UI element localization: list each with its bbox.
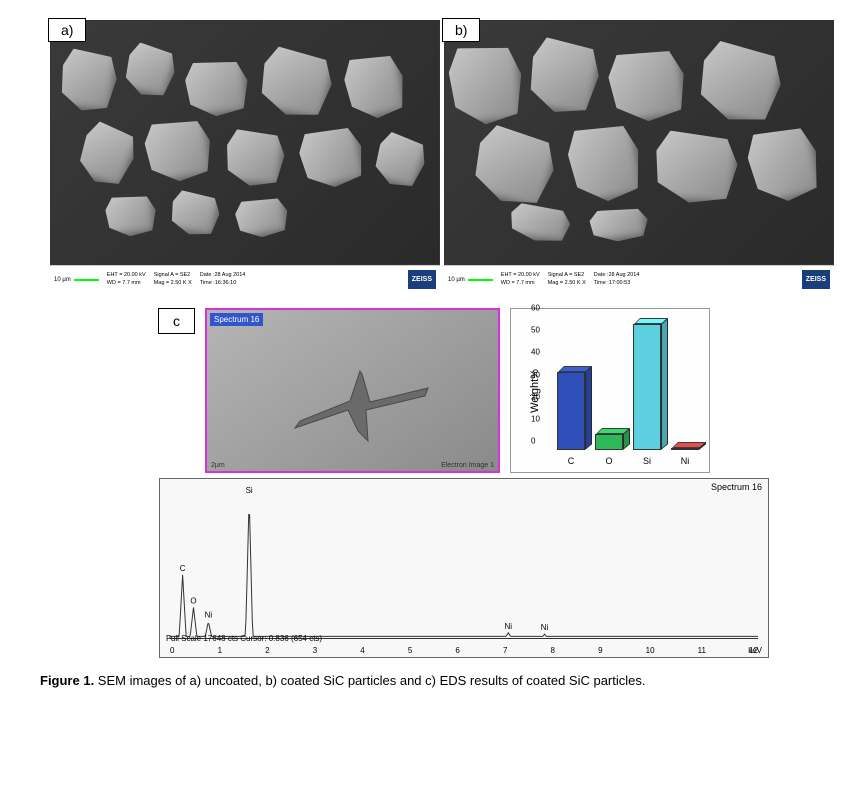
eds-footer-text: Electron Image 1 <box>441 462 494 469</box>
svg-text:Si: Si <box>246 486 253 495</box>
sem-a-meta-1: EHT = 20.00 kV WD = 7.7 mm <box>107 272 146 286</box>
svg-text:Ni: Ni <box>541 623 549 632</box>
eds-crack-shape <box>280 366 440 446</box>
spectrum-footer: Full Scale 17648 cts Cursor: 0.836 (654 … <box>166 634 322 643</box>
sem-b-time: Time :17:00:53 <box>594 280 640 287</box>
sem-a-mag: Mag = 2.50 K X <box>154 280 192 287</box>
sem-a-scale-value: 10 µm <box>54 277 71 283</box>
sem-b-scale-value: 10 µm <box>448 277 465 283</box>
top-panels-row: a) 10 µm EHT = 20.00 kV WD = 7.7 mm Sign… <box>50 20 848 293</box>
panel-c-container: c Spectrum 16 2µm Electron Image 1 Weigh… <box>20 308 848 658</box>
sem-a-particles <box>51 21 439 264</box>
panel-a-label: a) <box>48 18 86 42</box>
sem-a-meta-3: Date :28 Aug 2014 Time :16:36:10 <box>200 272 246 286</box>
sem-b-wd: WD = 7.7 mm <box>501 280 540 287</box>
sem-b-meta-3: Date :28 Aug 2014 Time :17:00:53 <box>594 272 640 286</box>
eds-scale: 2µm <box>211 462 225 469</box>
sem-b-meta-2: Signal A = SE2 Mag = 2.50 K X <box>548 272 586 286</box>
sem-image-b <box>444 20 834 265</box>
svg-text:Ni: Ni <box>505 622 513 631</box>
svg-text:O: O <box>190 596 196 605</box>
sem-a-wd: WD = 7.7 mm <box>107 280 146 287</box>
figure-caption: Figure 1. SEM images of a) uncoated, b) … <box>20 673 848 688</box>
bar-chart-area <box>549 319 697 450</box>
sem-a-scale-line <box>74 279 99 281</box>
sem-a-footer: 10 µm EHT = 20.00 kV WD = 7.7 mm Signal … <box>50 265 440 293</box>
sem-b-scale-line <box>468 279 493 281</box>
svg-text:C: C <box>180 564 186 573</box>
zeiss-logo-b: ZEISS <box>802 270 830 289</box>
sem-b-meta-1: EHT = 20.00 kV WD = 7.7 mm <box>501 272 540 286</box>
sem-b-scale: 10 µm <box>448 277 493 283</box>
eds-footer: 2µm Electron Image 1 <box>207 460 498 471</box>
eds-electron-image: Spectrum 16 2µm Electron Image 1 <box>205 308 500 473</box>
sem-a-date: Date :28 Aug 2014 <box>200 272 246 279</box>
panel-b: b) 10 µm EHT = 20.00 kV WD = 7.7 mm Sign… <box>444 20 834 293</box>
caption-text: SEM images of a) uncoated, b) coated SiC… <box>94 673 645 688</box>
panel-c-label: c <box>158 308 195 334</box>
zeiss-logo-a: ZEISS <box>408 270 436 289</box>
eds-spectrum-plot: Spectrum 16 CONiSiNiNi Full Scale 17648 … <box>159 478 769 658</box>
sem-a-meta-2: Signal A = SE2 Mag = 2.50 K X <box>154 272 192 286</box>
svg-text:Ni: Ni <box>205 611 213 620</box>
sem-b-particles <box>445 21 833 264</box>
sem-a-time: Time :16:36:10 <box>200 280 246 287</box>
eds-spectrum-label: Spectrum 16 <box>210 313 263 326</box>
caption-label: Figure 1. <box>40 673 94 688</box>
sem-a-scale: 10 µm <box>54 277 99 283</box>
spectrum-svg: C O Ni Si Ni Ni <box>160 479 768 658</box>
sem-b-footer: 10 µm EHT = 20.00 kV WD = 7.7 mm Signal … <box>444 265 834 293</box>
panel-c-top-row: c Spectrum 16 2µm Electron Image 1 Weigh… <box>158 308 710 473</box>
sem-b-mag: Mag = 2.50 K X <box>548 280 586 287</box>
sem-image-a <box>50 20 440 265</box>
eds-bar-chart: Weight% 0102030405060COSiNi <box>510 308 710 473</box>
sem-b-signal: Signal A = SE2 <box>548 272 586 279</box>
sem-a-signal: Signal A = SE2 <box>154 272 192 279</box>
panel-b-label: b) <box>442 18 480 42</box>
sem-b-date: Date :28 Aug 2014 <box>594 272 640 279</box>
sem-a-eht: EHT = 20.00 kV <box>107 272 146 279</box>
sem-b-eht: EHT = 20.00 kV <box>501 272 540 279</box>
panel-a: a) 10 µm EHT = 20.00 kV WD = 7.7 mm Sign… <box>50 20 440 293</box>
spectrum-xaxis: 0123456789101112 <box>160 646 768 655</box>
